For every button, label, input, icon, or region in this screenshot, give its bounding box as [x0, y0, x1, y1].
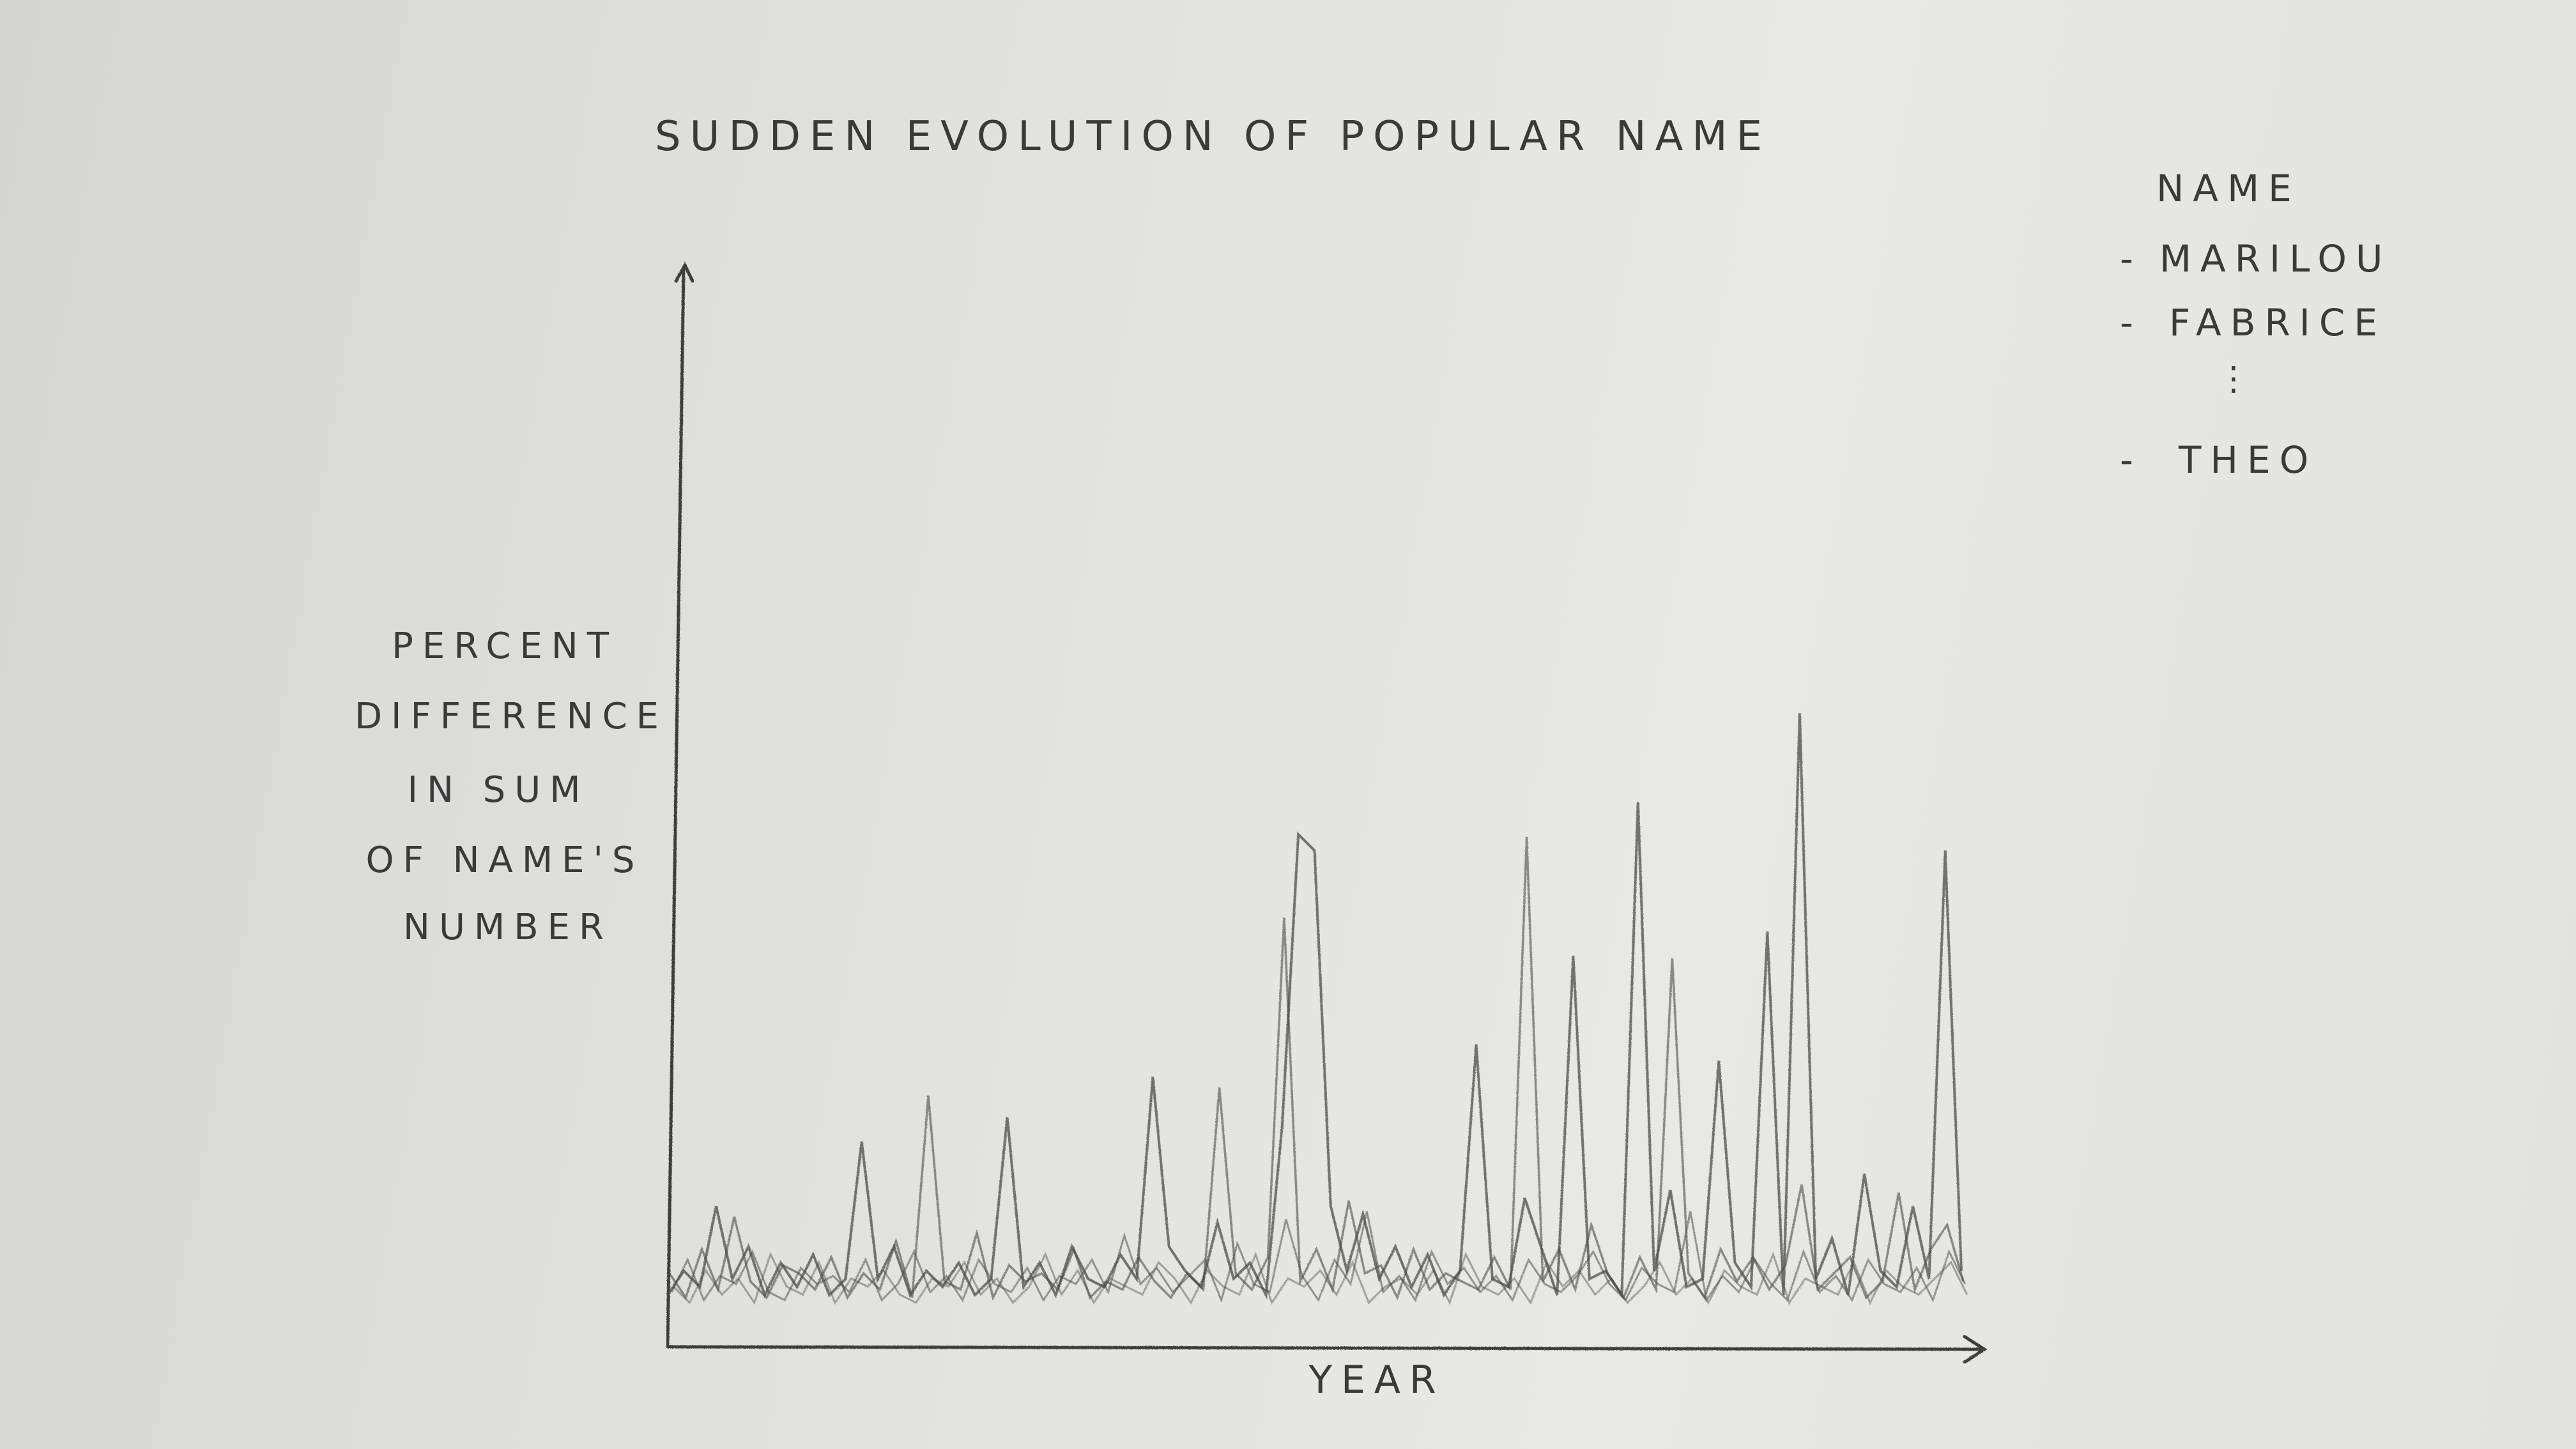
series-layer [666, 713, 1968, 1305]
y-label-line: DIFFERENCE [355, 696, 668, 737]
legend-dash: - [2120, 301, 2142, 344]
y-label-line: IN SUM [407, 769, 589, 811]
legend-dash: - [2120, 438, 2142, 482]
y-label-line: PERCENT [392, 625, 618, 667]
legend-dash: - [2120, 237, 2142, 280]
y-label-line: NUMBER [403, 907, 613, 948]
y-label-line: OF NAME'S [366, 839, 644, 881]
legend: NAME - MARILOU - FABRICE ⋮ - THEO [2120, 167, 2391, 482]
chart-title: SUDDEN EVOLUTION OF POPULAR NAME [655, 113, 1771, 160]
legend-title: NAME [2156, 167, 2301, 210]
x-axis-label: YEAR [1308, 1358, 1445, 1402]
y-axis-arrow [674, 261, 694, 283]
legend-entry: MARILOU [2159, 237, 2391, 280]
legend-ellipsis: ⋮ [2217, 360, 2259, 398]
x-axis-arrow [1963, 1335, 1988, 1364]
y-axis [666, 261, 694, 1347]
legend-entry: THEO [2178, 438, 2317, 482]
legend-entry: FABRICE [2169, 301, 2386, 344]
series-line [672, 1251, 1968, 1305]
series-line [670, 1211, 1966, 1303]
x-axis [666, 1335, 1988, 1364]
series-line [666, 713, 1963, 1300]
y-axis-label: PERCENT DIFFERENCE IN SUM OF NAME'S NUMB… [355, 625, 668, 948]
